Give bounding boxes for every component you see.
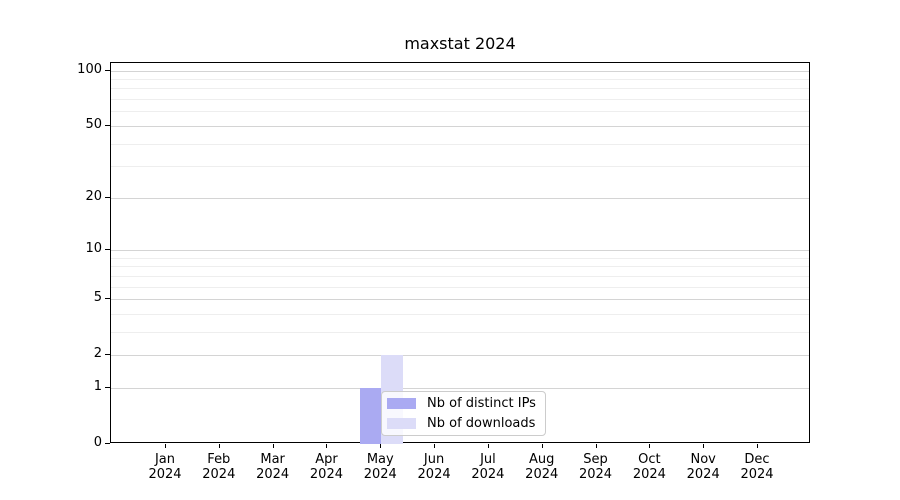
y-tick-label: 2 [93, 346, 102, 362]
x-tick-label: Sep 2024 [564, 452, 628, 482]
legend-label: Nb of distinct IPs [427, 396, 536, 412]
x-tick-month: Mar [260, 452, 285, 467]
x-tick-label: Feb 2024 [187, 452, 251, 482]
y-tick-label: 20 [85, 188, 102, 204]
legend-swatch-downloads [387, 417, 416, 429]
y-tick-label: 100 [77, 61, 102, 77]
y-tick-mark [105, 443, 110, 444]
gridline-major [111, 70, 809, 72]
x-tick-mark [541, 444, 543, 448]
x-tick-month: Aug [529, 452, 555, 467]
y-tick-label: 1 [93, 378, 102, 394]
x-tick-label: Apr 2024 [294, 452, 358, 482]
x-tick-month: Nov [690, 452, 716, 467]
y-tick-mark [105, 196, 110, 198]
y-tick-label: 5 [93, 290, 102, 306]
y-tick-mark [105, 124, 110, 126]
x-tick-year: 2024 [417, 467, 451, 482]
y-tick-mark [105, 386, 110, 388]
x-tick-mark [434, 444, 436, 448]
gridline-minor [111, 266, 809, 268]
bar-distinct-ips [359, 387, 382, 444]
y-tick-mark [105, 69, 110, 71]
x-tick-mark [380, 444, 382, 448]
x-tick-mark [218, 444, 220, 448]
x-tick-month: Apr [315, 452, 338, 467]
x-tick-label: Jan 2024 [133, 452, 197, 482]
gridline-minor [111, 166, 809, 168]
gridline-major [111, 197, 809, 199]
x-tick-month: Dec [744, 452, 770, 467]
gridline-major [111, 250, 809, 251]
y-tick-mark [105, 354, 110, 356]
x-tick-year: 2024 [578, 467, 613, 482]
x-tick-month: Jan [154, 452, 176, 467]
gridline-minor [111, 275, 809, 277]
y-tick-mark [105, 249, 110, 250]
x-tick-label: Dec 2024 [725, 452, 789, 482]
x-tick-label: May 2024 [348, 452, 412, 482]
x-tick-year: 2024 [525, 467, 559, 482]
x-tick-year: 2024 [363, 467, 397, 482]
x-tick-label: Jun 2024 [402, 452, 466, 482]
x-tick-mark [757, 444, 758, 448]
gridline-minor [111, 111, 809, 113]
x-tick-mark [487, 444, 489, 448]
x-tick-mark [326, 444, 328, 448]
gridline-major [111, 125, 809, 127]
x-tick-month: Sep [583, 452, 608, 467]
gridline-minor [111, 286, 809, 288]
gridline-major [111, 387, 809, 389]
x-tick-mark [595, 444, 597, 448]
x-tick-mark [272, 444, 274, 448]
x-tick-label: Oct 2024 [617, 452, 681, 482]
legend: Nb of distinct IPs Nb of downloads [381, 391, 546, 436]
gridline-minor [111, 257, 809, 259]
chart-title: maxstat 2024 [404, 34, 516, 53]
x-tick-month: Jul [480, 452, 496, 467]
x-tick-label: Mar 2024 [241, 452, 305, 482]
plot-area [110, 62, 810, 444]
x-tick-year: 2024 [202, 467, 236, 482]
x-tick-label: Jul 2024 [456, 452, 520, 482]
x-tick-month: Feb [207, 452, 231, 467]
x-tick-year: 2024 [686, 467, 720, 482]
gridline-major [111, 299, 809, 301]
legend-item: Nb of downloads [387, 416, 545, 431]
y-tick-label: 50 [85, 116, 102, 132]
legend-item: Nb of distinct IPs [387, 396, 545, 411]
y-tick-mark [105, 298, 110, 300]
x-tick-year: 2024 [256, 467, 290, 482]
legend-label: Nb of downloads [427, 415, 536, 431]
x-tick-year: 2024 [148, 467, 182, 482]
gridline-minor [111, 88, 809, 90]
x-tick-mark [165, 444, 166, 448]
x-tick-label: Aug 2024 [510, 452, 574, 482]
x-tick-year: 2024 [309, 467, 343, 482]
x-tick-mark [649, 444, 651, 448]
gridline-minor [111, 331, 809, 333]
x-tick-mark [703, 444, 705, 448]
x-tick-year: 2024 [471, 467, 505, 482]
legend-swatch-distinct-ips [387, 398, 416, 410]
x-tick-year: 2024 [740, 467, 774, 482]
x-tick-year: 2024 [632, 467, 666, 482]
gridline-minor [111, 79, 809, 81]
x-tick-label: Nov 2024 [671, 452, 735, 482]
y-tick-label: 10 [85, 241, 102, 256]
gridline-major [111, 355, 809, 357]
x-tick-month: May [366, 452, 394, 467]
y-tick-label: 0 [93, 435, 102, 450]
gridline-minor [111, 143, 809, 145]
x-tick-month: Oct [638, 452, 661, 467]
x-tick-month: Jun [423, 452, 445, 467]
gridline-minor [111, 313, 809, 315]
gridline-minor [111, 99, 809, 101]
